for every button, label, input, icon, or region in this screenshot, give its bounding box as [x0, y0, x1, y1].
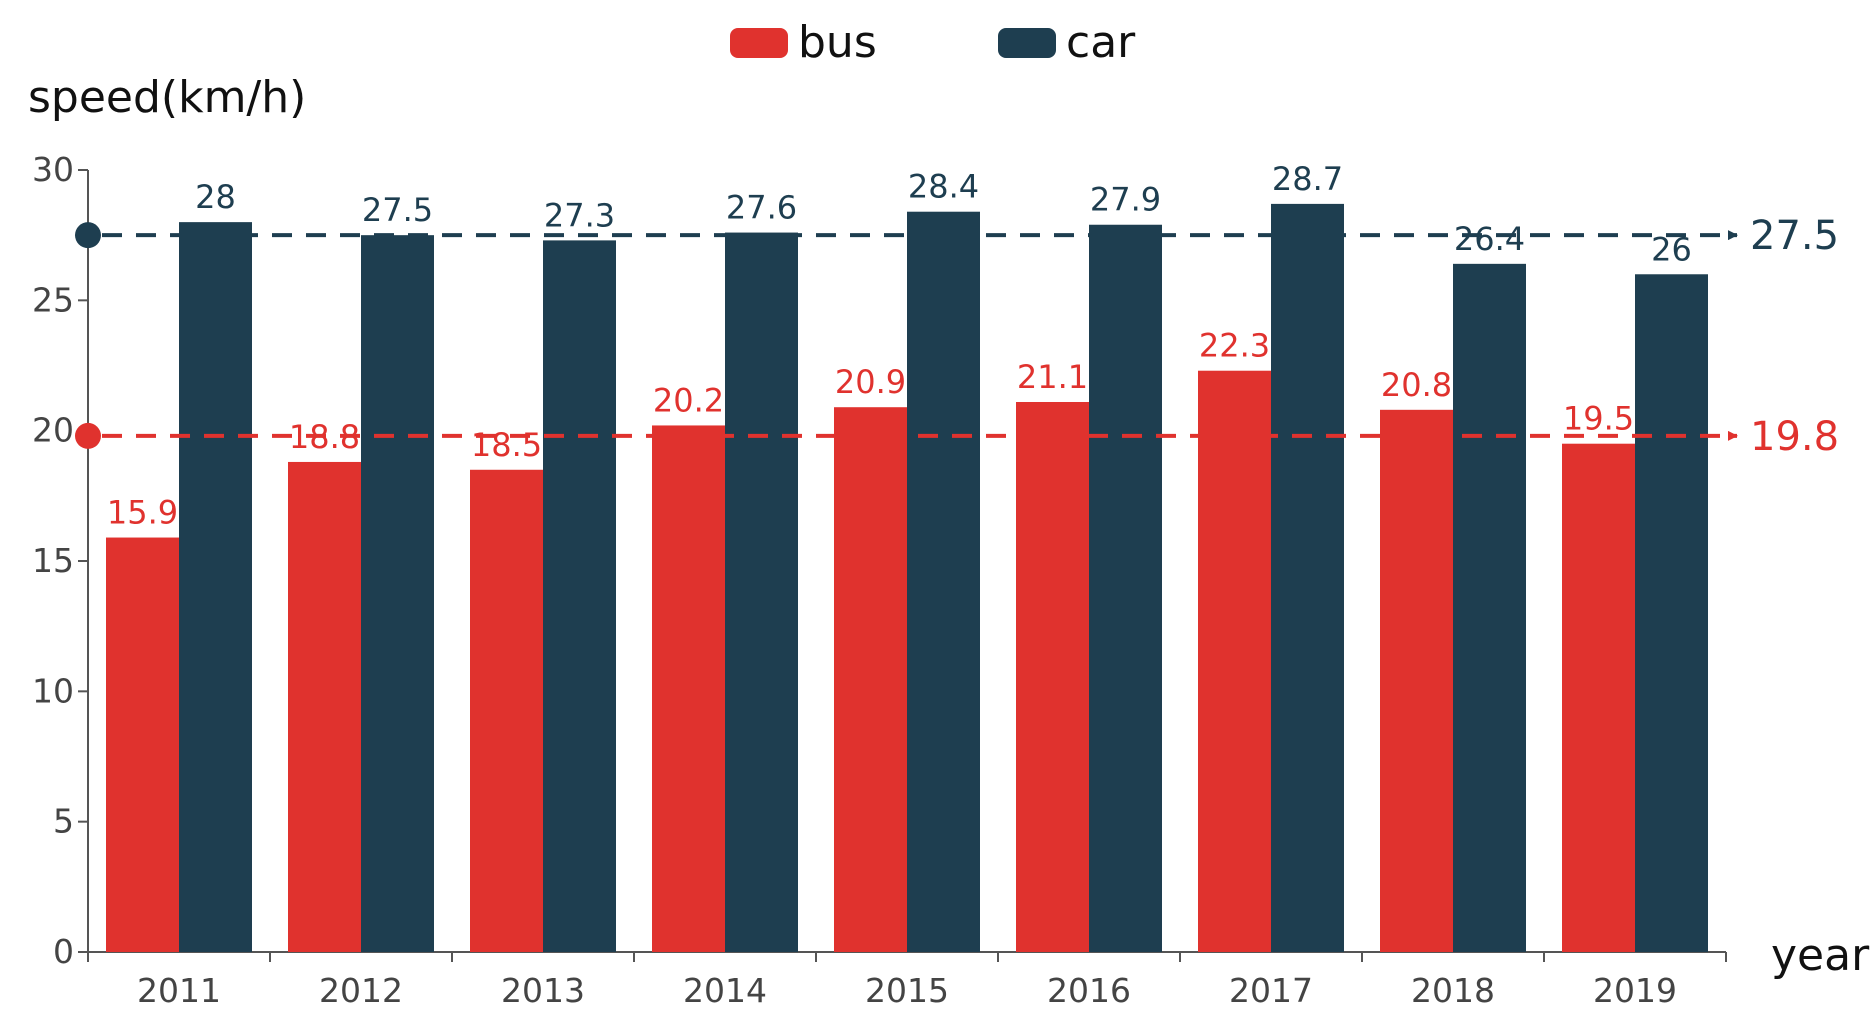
data-label-bus: 20.9 [835, 363, 906, 401]
data-label-bus: 15.9 [107, 494, 178, 532]
ref-marker-car [75, 222, 101, 249]
bar-bus [834, 407, 907, 952]
x-tick-label: 2016 [1047, 971, 1131, 1010]
y-tick-label: 25 [32, 280, 74, 319]
x-tick-label: 2013 [501, 971, 585, 1010]
x-axis-title: year [1771, 930, 1870, 981]
reference-lines: 27.5 19.8 [75, 213, 1839, 460]
bar-bus [106, 537, 179, 952]
bars [106, 203, 1708, 953]
data-label-car: 28.4 [908, 168, 979, 206]
bar-car [1089, 224, 1162, 953]
data-label-bus: 19.5 [1563, 400, 1634, 438]
legend-swatch-bus [730, 28, 788, 58]
bar-bus [1380, 409, 1453, 952]
ref-label-bus: 19.8 [1750, 414, 1839, 460]
bar-car [543, 240, 616, 952]
x-axis-ticks: 2011 2012 2013 2014 2015 2016 2017 2018 2019 [87, 952, 1727, 1010]
bar-car [1271, 203, 1344, 953]
y-tick-label: 5 [53, 802, 74, 841]
bar-car [907, 211, 980, 952]
data-label-bus: 20.2 [653, 381, 724, 419]
data-label-car: 27.5 [362, 191, 433, 229]
bar-bus [1562, 443, 1635, 952]
y-tick-label: 30 [32, 150, 74, 189]
data-label-bus: 21.1 [1017, 358, 1088, 396]
bar-car [179, 222, 252, 953]
y-tick-label: 0 [53, 932, 74, 971]
data-label-bus: 22.3 [1199, 327, 1270, 365]
bar-car [361, 235, 434, 952]
data-label-bus: 18.8 [289, 418, 360, 456]
bar-car [1635, 274, 1708, 952]
bar-bus [470, 469, 543, 952]
y-tick-label: 10 [32, 671, 74, 710]
data-label-car: 27.3 [544, 196, 615, 234]
data-label-car: 26 [1651, 230, 1692, 268]
data-label-bus: 18.5 [471, 426, 542, 464]
legend-label-car: car [1066, 17, 1136, 68]
data-label-car: 28.7 [1272, 160, 1343, 198]
y-tick-label: 15 [32, 541, 74, 580]
y-tick-label: 20 [32, 411, 74, 450]
bar-car [1453, 263, 1526, 953]
y-axis-ticks: 0 5 10 15 20 25 30 [32, 150, 88, 971]
data-label-car: 26.4 [1454, 220, 1525, 258]
y-axis-title: speed(km/h) [28, 72, 306, 123]
x-tick-label: 2014 [683, 971, 767, 1010]
bar-bus [1016, 401, 1089, 952]
legend: bus car [730, 17, 1136, 68]
x-tick-label: 2012 [319, 971, 403, 1010]
x-tick-label: 2015 [865, 971, 949, 1010]
x-tick-label: 2017 [1229, 971, 1313, 1010]
data-label-bus: 20.8 [1381, 366, 1452, 404]
data-label-car: 27.6 [726, 189, 797, 227]
ref-label-car: 27.5 [1750, 213, 1839, 259]
bar-bus [1198, 370, 1271, 952]
bar-car [725, 232, 798, 952]
x-tick-label: 2019 [1593, 971, 1677, 1010]
x-tick-label: 2011 [137, 971, 221, 1010]
legend-swatch-car [998, 28, 1056, 58]
data-labels: 15.9 18.8 18.5 20.2 20.9 21.1 22.3 20.8 19.5 28 27… [107, 160, 1692, 532]
legend-label-bus: bus [798, 17, 877, 68]
x-tick-label: 2018 [1411, 971, 1495, 1010]
bar-bus [288, 461, 361, 952]
bar-bus [652, 425, 725, 952]
ref-marker-bus [75, 422, 101, 449]
data-label-car: 27.9 [1090, 181, 1161, 219]
data-label-car: 28 [195, 178, 236, 216]
